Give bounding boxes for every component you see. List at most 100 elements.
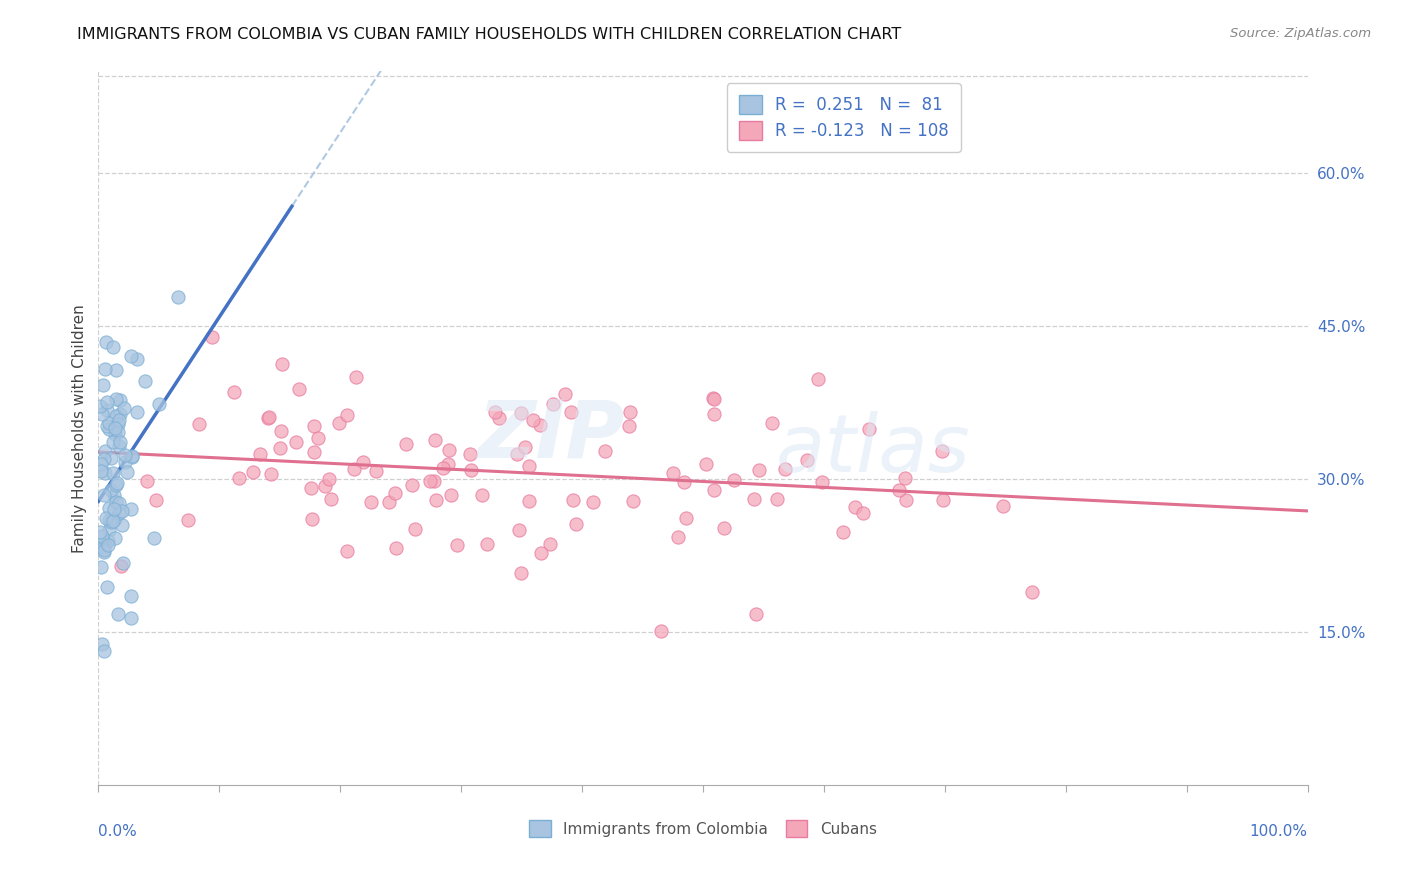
Point xyxy=(115,465,138,479)
Point xyxy=(93,542,115,557)
Point xyxy=(565,516,588,531)
Point xyxy=(104,421,127,435)
Point xyxy=(703,392,725,406)
Point xyxy=(90,457,112,471)
Point xyxy=(94,537,117,551)
Point xyxy=(242,466,264,480)
Point xyxy=(101,340,124,354)
Point xyxy=(458,446,481,460)
Point xyxy=(894,493,917,508)
Point xyxy=(98,501,121,516)
Point xyxy=(135,475,157,489)
Point xyxy=(560,405,582,419)
Point xyxy=(107,417,129,432)
Point xyxy=(522,412,544,426)
Point xyxy=(319,492,342,507)
Point xyxy=(932,493,955,508)
Point xyxy=(423,474,446,488)
Point xyxy=(270,424,292,438)
Point xyxy=(419,474,441,488)
Point xyxy=(744,607,766,622)
Point xyxy=(97,422,120,436)
Point xyxy=(889,483,911,498)
Point xyxy=(810,475,832,489)
Point xyxy=(94,511,117,525)
Point xyxy=(695,457,717,471)
Point xyxy=(100,451,122,466)
Point xyxy=(259,467,281,481)
Point xyxy=(894,471,917,485)
Point xyxy=(288,382,311,396)
Point xyxy=(142,531,165,545)
Point xyxy=(256,411,278,425)
Point xyxy=(111,504,134,518)
Point xyxy=(107,425,129,439)
Point xyxy=(201,329,224,343)
Point xyxy=(269,442,291,456)
Point xyxy=(460,462,482,476)
Text: 0.0%: 0.0% xyxy=(98,824,138,839)
Point xyxy=(742,491,765,506)
Point xyxy=(91,378,114,392)
Point xyxy=(506,447,529,461)
Text: ZIP: ZIP xyxy=(477,396,624,475)
Point xyxy=(93,488,115,502)
Point xyxy=(484,405,506,419)
Point xyxy=(96,395,118,409)
Point xyxy=(284,435,307,450)
Point xyxy=(488,410,510,425)
Point xyxy=(167,290,190,304)
Point xyxy=(328,416,350,430)
Point xyxy=(405,522,427,536)
Point xyxy=(314,479,336,493)
Point xyxy=(302,445,325,459)
Point xyxy=(619,405,641,419)
Point xyxy=(509,406,531,420)
Point xyxy=(107,439,129,453)
Point xyxy=(103,435,125,450)
Point xyxy=(766,491,789,506)
Text: 100.0%: 100.0% xyxy=(1250,824,1308,839)
Point xyxy=(104,427,127,442)
Point xyxy=(100,483,122,497)
Point xyxy=(384,486,406,500)
Point xyxy=(423,434,446,448)
Point xyxy=(301,511,323,525)
Point xyxy=(121,450,143,465)
Point xyxy=(761,416,783,430)
Point xyxy=(101,466,124,480)
Point xyxy=(439,443,461,458)
Text: atlas: atlas xyxy=(776,410,970,489)
Point xyxy=(582,495,605,509)
Point xyxy=(89,399,111,413)
Text: Source: ZipAtlas.com: Source: ZipAtlas.com xyxy=(1230,27,1371,40)
Point xyxy=(228,471,250,485)
Point xyxy=(114,449,136,463)
Point xyxy=(120,501,142,516)
Point xyxy=(257,410,280,425)
Point xyxy=(90,536,112,550)
Point xyxy=(343,462,366,476)
Point xyxy=(112,556,135,570)
Point xyxy=(112,401,135,415)
Point xyxy=(378,495,401,509)
Point xyxy=(666,530,689,544)
Point xyxy=(94,444,117,458)
Point xyxy=(120,349,142,363)
Point xyxy=(336,408,359,422)
Point xyxy=(475,537,498,551)
Point xyxy=(662,466,685,480)
Point xyxy=(1021,585,1043,599)
Point xyxy=(98,523,121,537)
Y-axis label: Family Households with Children: Family Households with Children xyxy=(72,304,87,552)
Point xyxy=(318,472,340,486)
Point xyxy=(513,440,536,454)
Point xyxy=(177,513,200,527)
Point xyxy=(110,558,132,573)
Point xyxy=(97,538,120,552)
Point xyxy=(94,361,117,376)
Point xyxy=(432,461,454,475)
Point xyxy=(425,493,447,508)
Point xyxy=(672,475,695,489)
Point xyxy=(104,531,127,545)
